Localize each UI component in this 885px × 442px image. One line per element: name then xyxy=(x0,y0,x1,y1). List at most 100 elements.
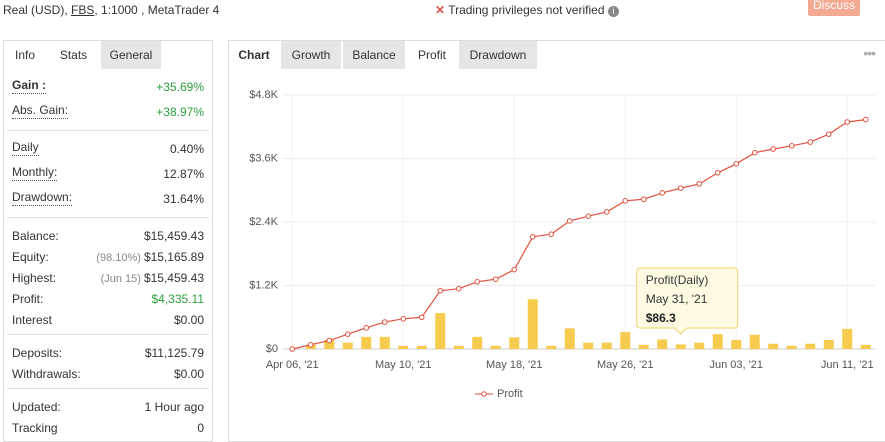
bar xyxy=(823,340,834,349)
warning-text: Trading privileges not verified xyxy=(448,3,605,17)
bar xyxy=(657,339,668,349)
bar xyxy=(546,345,557,349)
chart: $0 $1.2K $2.4K $3.6K $4.8K Apr 06, '21 May 10,… xyxy=(249,89,875,400)
tab[interactable]: Info xyxy=(4,41,47,69)
bar xyxy=(675,344,686,349)
tab[interactable]: Profit xyxy=(407,41,458,69)
line xyxy=(292,119,866,350)
y-tick-label: $2.4K xyxy=(249,216,278,228)
point xyxy=(714,169,721,176)
stat-label: Interest xyxy=(12,313,53,327)
stat-label: Highest: xyxy=(12,271,57,285)
point xyxy=(677,185,684,191)
stat-value: 0.40% xyxy=(170,139,204,159)
tooltip-box xyxy=(636,267,739,335)
legend-marker xyxy=(481,391,487,397)
bar xyxy=(509,337,520,349)
bar xyxy=(527,299,538,349)
stat-number: $15,459.43 xyxy=(143,229,204,243)
stat-number: 0 xyxy=(197,421,204,435)
stat-label: Updated: xyxy=(12,400,61,414)
stat-label: Withdrawals: xyxy=(12,367,81,381)
point xyxy=(862,116,869,123)
menu-dots[interactable]: ••• xyxy=(863,45,876,61)
stat-label: Deposits: xyxy=(12,346,63,360)
point xyxy=(418,314,425,321)
point xyxy=(807,139,814,145)
stat-number: +35.69% xyxy=(156,80,204,94)
stats-panel: Info Stats General Gain : +35.69% Abs. Gain: +… xyxy=(3,40,213,442)
broker-link[interactable]: FBS xyxy=(71,3,95,17)
stat-row: Interest $0.00 xyxy=(12,310,204,330)
bar xyxy=(638,344,649,349)
tab[interactable]: Growth xyxy=(281,41,342,69)
bar xyxy=(712,334,723,349)
bar xyxy=(749,334,760,349)
bar xyxy=(361,336,372,349)
point xyxy=(788,143,795,149)
point xyxy=(529,234,536,240)
stat-row: Drawdown: 31.64% xyxy=(12,189,204,209)
stat-row: Gain : +35.69% xyxy=(12,77,204,97)
stat-number: 1 Hour ago xyxy=(144,400,204,414)
warning: ✕ Trading privileges not verified i xyxy=(435,3,619,17)
point xyxy=(751,149,758,156)
bar xyxy=(416,345,427,349)
stat-value: 0 xyxy=(197,418,204,438)
stat-number: 12.87% xyxy=(163,167,204,181)
point xyxy=(492,276,499,282)
separator xyxy=(7,217,209,218)
stat-row: Balance: $15,459.43 xyxy=(12,226,204,246)
stat-label: Drawdown: xyxy=(12,190,73,206)
separator xyxy=(7,334,209,335)
tab[interactable]: General xyxy=(101,41,162,69)
stat-value: (98.10%) $15,165.89 xyxy=(96,247,204,268)
point xyxy=(770,146,777,152)
tooltip-title: Profit(Daily) xyxy=(646,273,709,287)
stat-value: (Jun 15) $15,459.43 xyxy=(101,268,204,289)
y-tick-label: $4.8K xyxy=(249,89,278,101)
stat-number: $0.00 xyxy=(173,313,204,327)
text: Real (USD), xyxy=(3,3,72,17)
stat-label: Monthly: xyxy=(12,165,58,181)
bar xyxy=(805,343,816,349)
stat-number: $15,165.89 xyxy=(143,250,204,264)
stat-value: 1 Hour ago xyxy=(145,397,204,417)
stat-value: 31.64% xyxy=(163,189,204,209)
x-tick-label: Apr 06, '21 xyxy=(266,359,319,371)
bar xyxy=(786,345,797,349)
tab[interactable]: Stats xyxy=(48,41,100,69)
stat-row: Abs. Gain: +38.97% xyxy=(12,102,204,122)
bar xyxy=(398,345,409,349)
point xyxy=(603,209,610,215)
stat-value: $0.00 xyxy=(174,364,204,384)
point xyxy=(289,346,296,352)
y-tick-label: $0 xyxy=(266,343,278,355)
discuss-button[interactable]: Discuss xyxy=(808,0,860,16)
stat-row: Daily 0.40% xyxy=(12,139,204,159)
stat-label: Equity: xyxy=(12,250,49,264)
tooltip-value: $86.3 xyxy=(646,311,676,325)
stat-label: Tracking xyxy=(12,421,58,435)
tab[interactable]: Drawdown xyxy=(459,41,538,69)
account-info: Real (USD), FBS, 1:1000 , MetaTrader 4 xyxy=(3,3,219,17)
bar xyxy=(583,342,594,349)
stat-value: $11,125.79 xyxy=(145,343,204,363)
stat-row: Monthly: 12.87% xyxy=(12,164,204,184)
tab[interactable]: Chart xyxy=(229,41,280,69)
text: , 1:1000 , MetaTrader 4 xyxy=(94,3,220,17)
stat-label: Abs. Gain: xyxy=(12,103,69,119)
chart-panel: ••• Chart Growth Balance Profit Drawdown xyxy=(228,40,885,442)
bar xyxy=(601,342,612,349)
stat-value: +35.69% xyxy=(156,77,204,97)
tab[interactable]: Balance xyxy=(343,41,406,69)
stat-label: Profit: xyxy=(12,292,44,306)
bar xyxy=(435,313,446,349)
point xyxy=(326,337,333,344)
stat-value: $15,459.43 xyxy=(144,226,204,246)
stat-number: $4,335.11 xyxy=(151,292,205,306)
stat-number: 31.64% xyxy=(163,192,204,206)
bar xyxy=(694,342,705,349)
separator xyxy=(7,130,209,131)
